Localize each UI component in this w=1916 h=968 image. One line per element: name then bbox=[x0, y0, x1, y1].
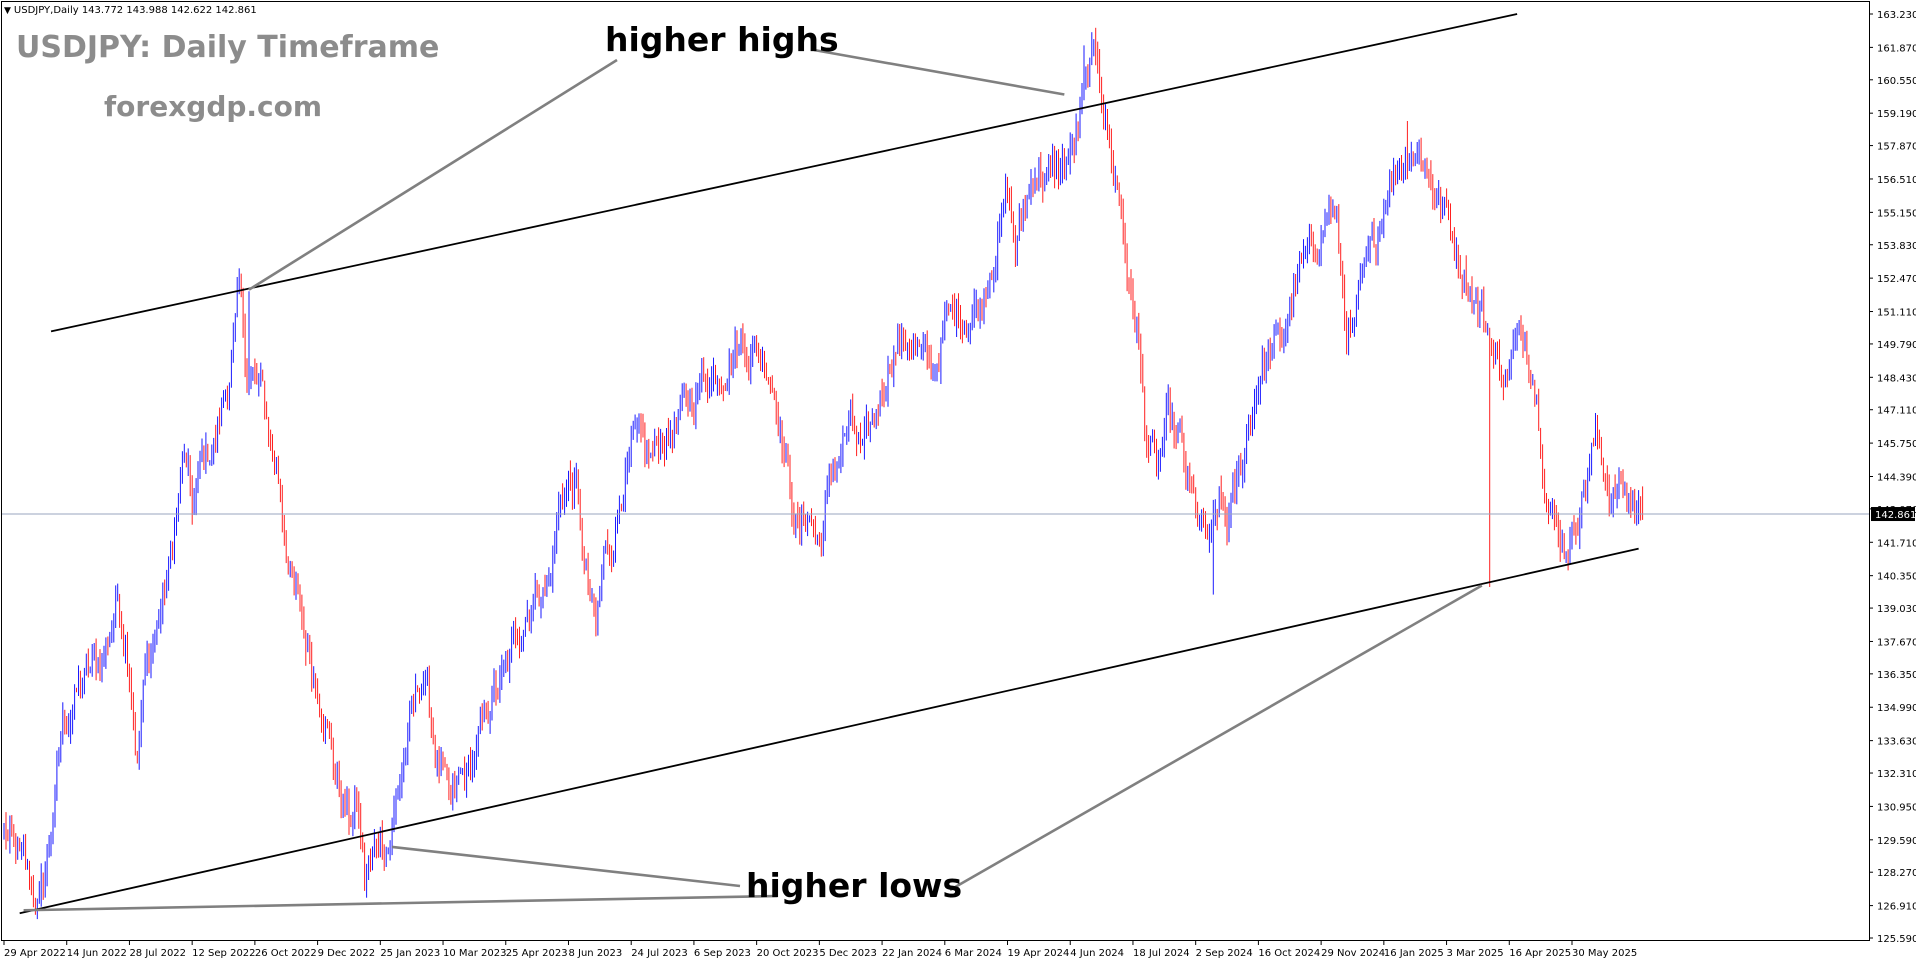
y-tick-label: 156.510 bbox=[1877, 175, 1916, 186]
y-tick-label: 132.310 bbox=[1877, 769, 1916, 780]
x-tick-label: 25 Apr 2023 bbox=[506, 948, 568, 959]
annotation-pointers-layer bbox=[23, 48, 1483, 912]
x-tick-label: 16 Apr 2025 bbox=[1509, 948, 1571, 959]
y-tick-label: 128.270 bbox=[1877, 868, 1916, 879]
x-tick-label: 5 Dec 2023 bbox=[819, 948, 877, 959]
y-tick-label: 137.670 bbox=[1877, 637, 1916, 648]
x-tick-label: 6 Sep 2023 bbox=[694, 948, 751, 959]
x-tick-label: 24 Jul 2023 bbox=[631, 948, 688, 959]
higher-lows-pointer bbox=[23, 894, 778, 912]
x-tick-label: 3 Mar 2025 bbox=[1447, 948, 1504, 959]
dropdown-triangle-icon[interactable]: ▼ bbox=[4, 6, 11, 16]
y-tick-label: 141.710 bbox=[1877, 538, 1916, 549]
annotation-higher-lows: higher lows bbox=[746, 866, 963, 905]
y-tick-label: 134.990 bbox=[1877, 703, 1916, 714]
annotation-higher-highs: higher highs bbox=[605, 20, 839, 59]
x-tick-label: 18 Jul 2024 bbox=[1133, 948, 1190, 959]
higher-highs-pointer bbox=[813, 48, 1065, 96]
y-tick-label: 145.750 bbox=[1877, 439, 1916, 450]
y-tick-label: 130.950 bbox=[1877, 802, 1916, 813]
current-price-label: 142.861 bbox=[1875, 510, 1916, 521]
current-price-tag bbox=[1871, 507, 1915, 522]
x-tick-label: 16 Oct 2024 bbox=[1258, 948, 1320, 959]
y-tick-label: 144.390 bbox=[1877, 472, 1916, 483]
y-tick-label: 125.590 bbox=[1877, 934, 1916, 945]
trendlines-layer bbox=[19, 13, 1639, 915]
y-tick-label: 147.110 bbox=[1877, 406, 1916, 417]
y-tick-label: 161.870 bbox=[1877, 43, 1916, 54]
x-tick-label: 19 Apr 2024 bbox=[1008, 948, 1070, 959]
y-tick-label: 140.350 bbox=[1877, 572, 1916, 583]
x-tick-label: 25 Jan 2023 bbox=[380, 948, 440, 959]
y-tick-label: 155.150 bbox=[1877, 208, 1916, 219]
higher-highs-pointer bbox=[248, 58, 618, 291]
y-tick-label: 151.110 bbox=[1877, 308, 1916, 319]
x-tick-label: 2 Sep 2024 bbox=[1196, 948, 1253, 959]
time-axis: 29 Apr 2022 14 Jun 2022 28 Jul 2022 12 Sep … bbox=[3, 940, 1637, 959]
x-tick-label: 9 Dec 2022 bbox=[318, 948, 376, 959]
y-tick-label: 153.830 bbox=[1877, 241, 1916, 252]
x-tick-label: 14 Jun 2022 bbox=[67, 948, 127, 959]
lower-channel-line bbox=[19, 547, 1639, 915]
candles-layer bbox=[3, 27, 1644, 920]
y-tick-label: 163.230 bbox=[1877, 10, 1916, 21]
x-tick-label: 4 Jun 2024 bbox=[1070, 948, 1124, 959]
y-tick-label: 133.630 bbox=[1877, 737, 1916, 748]
x-tick-label: 22 Jan 2024 bbox=[882, 948, 942, 959]
y-tick-label: 129.590 bbox=[1877, 836, 1916, 847]
higher-lows-pointer bbox=[391, 845, 741, 888]
x-tick-label: 20 Oct 2023 bbox=[757, 948, 819, 959]
x-tick-label: 12 Sep 2022 bbox=[192, 948, 255, 959]
x-tick-label: 30 May 2025 bbox=[1572, 948, 1637, 959]
price-axis: 163.230 161.870 160.550 159.190 157.870 156.5… bbox=[1869, 10, 1916, 945]
y-tick-label: 126.910 bbox=[1877, 902, 1916, 913]
y-tick-label: 136.350 bbox=[1877, 670, 1916, 681]
x-tick-label: 29 Nov 2024 bbox=[1321, 948, 1385, 959]
watermark-title: USDJPY: Daily Timeframe bbox=[16, 30, 440, 65]
x-tick-label: 8 Jun 2023 bbox=[568, 948, 622, 959]
y-tick-label: 157.870 bbox=[1877, 142, 1916, 153]
x-tick-label: 6 Mar 2024 bbox=[945, 948, 1002, 959]
y-tick-label: 148.430 bbox=[1877, 373, 1916, 384]
watermark-site: forexgdp.com bbox=[104, 90, 323, 123]
x-tick-label: 29 Apr 2022 bbox=[4, 948, 66, 959]
y-tick-label: 152.470 bbox=[1877, 274, 1916, 285]
higher-lows-pointer bbox=[949, 584, 1483, 892]
y-tick-label: 159.190 bbox=[1877, 109, 1916, 120]
x-tick-label: 28 Jul 2022 bbox=[129, 948, 186, 959]
y-tick-label: 149.790 bbox=[1877, 340, 1916, 351]
upper-channel-line bbox=[50, 13, 1518, 333]
x-tick-label: 10 Mar 2023 bbox=[443, 948, 506, 959]
symbol-info: ▼ USDJPY,Daily 143.772 143.988 142.622 14… bbox=[4, 5, 257, 16]
y-tick-label: 160.550 bbox=[1877, 76, 1916, 87]
x-tick-label: 16 Jan 2025 bbox=[1384, 948, 1444, 959]
y-tick-label: 139.030 bbox=[1877, 604, 1916, 615]
symbol-info-text: USDJPY,Daily 143.772 143.988 142.622 142… bbox=[13, 5, 257, 16]
x-tick-label: 26 Oct 2022 bbox=[255, 948, 317, 959]
